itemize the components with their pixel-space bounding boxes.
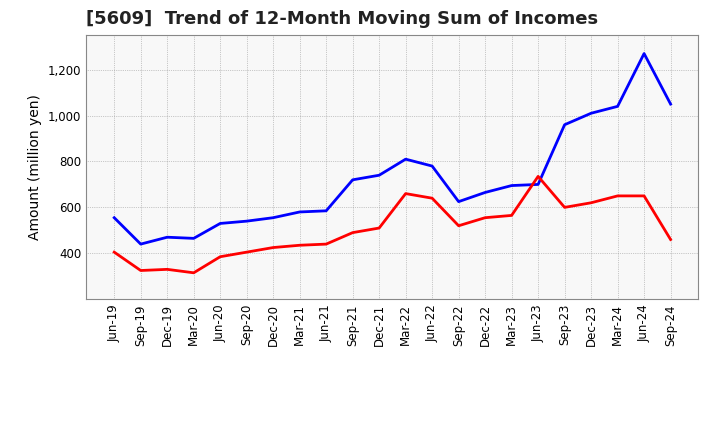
Net Income bbox=[560, 205, 569, 210]
Net Income bbox=[454, 223, 463, 228]
Ordinary Income bbox=[640, 51, 649, 56]
Ordinary Income bbox=[666, 102, 675, 107]
Line: Ordinary Income: Ordinary Income bbox=[114, 54, 670, 244]
Net Income bbox=[428, 195, 436, 201]
Net Income bbox=[587, 200, 595, 205]
Net Income bbox=[534, 174, 542, 179]
Net Income bbox=[110, 249, 119, 255]
Ordinary Income bbox=[295, 209, 304, 215]
Ordinary Income bbox=[508, 183, 516, 188]
Net Income bbox=[375, 225, 384, 231]
Net Income bbox=[322, 242, 330, 247]
Line: Net Income: Net Income bbox=[114, 176, 670, 273]
Ordinary Income bbox=[348, 177, 357, 183]
Net Income bbox=[216, 254, 225, 259]
Ordinary Income bbox=[322, 208, 330, 213]
Ordinary Income bbox=[110, 215, 119, 220]
Net Income bbox=[508, 213, 516, 218]
Ordinary Income bbox=[269, 215, 277, 220]
Ordinary Income bbox=[481, 190, 490, 195]
Ordinary Income bbox=[587, 110, 595, 116]
Net Income bbox=[189, 270, 198, 275]
Net Income bbox=[401, 191, 410, 196]
Net Income bbox=[136, 268, 145, 273]
Ordinary Income bbox=[189, 236, 198, 241]
Ordinary Income bbox=[375, 172, 384, 178]
Ordinary Income bbox=[401, 157, 410, 162]
Net Income bbox=[481, 215, 490, 220]
Net Income bbox=[666, 237, 675, 242]
Ordinary Income bbox=[560, 122, 569, 127]
Net Income bbox=[640, 193, 649, 198]
Ordinary Income bbox=[163, 235, 171, 240]
Net Income bbox=[163, 267, 171, 272]
Y-axis label: Amount (million yen): Amount (million yen) bbox=[29, 94, 42, 240]
Ordinary Income bbox=[136, 242, 145, 247]
Ordinary Income bbox=[613, 104, 622, 109]
Net Income bbox=[269, 245, 277, 250]
Ordinary Income bbox=[454, 199, 463, 204]
Ordinary Income bbox=[534, 182, 542, 187]
Ordinary Income bbox=[216, 221, 225, 226]
Net Income bbox=[613, 193, 622, 198]
Text: [5609]  Trend of 12-Month Moving Sum of Incomes: [5609] Trend of 12-Month Moving Sum of I… bbox=[86, 10, 598, 28]
Net Income bbox=[348, 230, 357, 235]
Ordinary Income bbox=[243, 219, 251, 224]
Net Income bbox=[243, 249, 251, 255]
Net Income bbox=[295, 242, 304, 248]
Ordinary Income bbox=[428, 163, 436, 169]
